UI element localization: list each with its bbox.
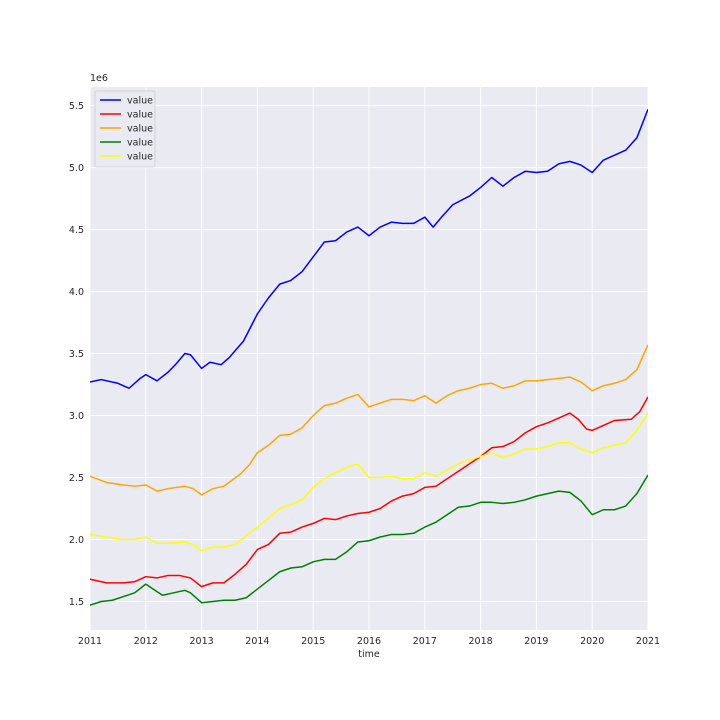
y-tick-label: 5.5: [69, 101, 84, 112]
y-tick-label: 5.0: [69, 163, 84, 174]
x-tick-label: 2014: [245, 636, 269, 647]
legend: value value value value value: [94, 90, 156, 168]
y-tick-label: 4.0: [69, 287, 84, 298]
x-tick-label: 2016: [357, 636, 381, 647]
series-line-1: [90, 109, 648, 389]
legend-label-4: value: [127, 138, 153, 149]
y-tick-label: 1.5: [69, 597, 84, 608]
grid-lines: [89, 87, 649, 630]
series-line-4: [90, 474, 648, 606]
y-axis-multiplier: 1e6: [90, 73, 108, 84]
series-lines: [90, 109, 648, 606]
series-line-2: [90, 396, 648, 588]
x-tick-label: 2012: [134, 636, 158, 647]
y-tick-label: 3.0: [69, 411, 84, 422]
legend-label-5: value: [127, 152, 153, 163]
x-tick-label: 2020: [580, 636, 604, 647]
legend-box: [94, 90, 156, 168]
legend-label-1: value: [127, 96, 153, 107]
x-tick-label: 2018: [469, 636, 493, 647]
y-tick-label: 2.5: [69, 473, 84, 484]
y-tick-label: 4.5: [69, 225, 84, 236]
x-tick-label: 2011: [78, 636, 102, 647]
y-tick-label: 2.0: [69, 535, 84, 546]
series-line-3: [90, 344, 648, 496]
x-axis-label: time: [358, 649, 380, 660]
x-tick-label: 2013: [190, 636, 214, 647]
legend-label-3: value: [127, 124, 153, 135]
x-tick-label: 2017: [413, 636, 437, 647]
x-tick-label: 2015: [301, 636, 325, 647]
x-tick-label: 2021: [636, 636, 660, 647]
x-tick-label: 2019: [524, 636, 548, 647]
legend-label-2: value: [127, 110, 153, 121]
y-tick-label: 3.5: [69, 349, 84, 360]
series-line-5: [90, 412, 648, 552]
x-axis-ticks: 2011 2012 2013 2014 2015 2016 2017 2018 2019 2020…: [78, 636, 660, 647]
y-axis-ticks: 1.5 2.0 2.5 3.0 3.5 4.0 4.5 5.0 5.5: [69, 101, 84, 608]
